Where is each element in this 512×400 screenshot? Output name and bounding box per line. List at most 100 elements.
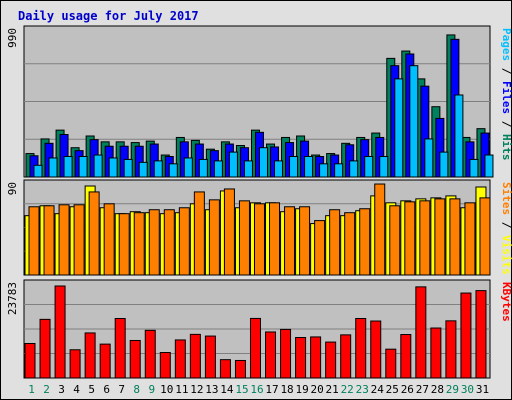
day-label-29: 29 [446,383,459,396]
bar-kbytes-day-15 [234,359,246,379]
legend-visits_sites: Sites / Visits [500,182,512,275]
day-label-24: 24 [371,383,385,396]
bar-sites-day-20 [314,220,326,276]
bar-kbytes-day-18 [280,328,292,379]
day-label-26: 26 [401,383,414,396]
bar-sites-day-18 [284,206,296,276]
day-label-27: 27 [416,383,429,396]
day-label-21: 21 [326,383,339,396]
day-label-14: 14 [220,383,234,396]
bar-kbytes-day-23 [355,318,367,379]
legend-hits: Hits [500,134,512,161]
bar-sites-day-19 [299,206,311,276]
bar-sites-day-11 [178,207,190,276]
day-label-15: 15 [235,383,248,396]
bar-kbytes-day-3 [54,285,66,379]
day-label-25: 25 [386,383,399,396]
legend-text-hits_files_pages: Pages / Files / Hits [500,28,512,161]
bar-pages-day-4 [78,155,88,178]
bar-sites-day-6 [103,203,115,276]
bar-pages-day-6 [108,157,118,178]
legend-files: Files [500,81,512,114]
bar-pages-day-2 [48,157,58,178]
bar-sites-day-10 [163,209,175,276]
day-label-2: 2 [43,383,50,396]
bar-kbytes-day-21 [325,341,337,379]
day-label-20: 20 [311,383,324,396]
bar-pages-day-3 [63,155,73,178]
day-label-16: 16 [250,383,263,396]
bar-kbytes-day-10 [159,352,171,379]
bar-sites-day-17 [269,202,281,276]
bar-kbytes-day-27 [415,286,427,379]
bar-kbytes-day-13 [204,335,216,379]
bar-sites-day-3 [58,204,70,276]
bar-sites-day-1 [28,206,40,276]
bar-sites-day-26 [404,201,416,276]
bar-pages-day-9 [153,160,163,178]
bar-kbytes-day-12 [189,333,201,379]
legend-text-visits_sites: Sites / Visits [500,182,512,275]
bar-pages-day-22 [349,160,359,178]
bar-pages-day-7 [123,158,133,178]
bar-sites-day-29 [449,198,461,276]
day-label-1: 1 [28,383,35,396]
bar-pages-day-20 [319,163,329,178]
bar-kbytes-day-30 [460,292,472,379]
legend-hits_files_pages: Pages / Files / Hits [500,28,512,161]
bar-sites-day-22 [344,212,356,276]
bar-pages-day-14 [228,151,238,178]
bar-kbytes-day-31 [475,290,487,379]
bar-pages-day-21 [334,163,344,178]
ymax-label-kbytes: 23783 [6,282,19,315]
day-label-5: 5 [88,383,95,396]
bar-pages-day-25 [394,78,404,178]
bar-pages-day-15 [243,160,253,178]
bar-kbytes-day-11 [174,339,186,379]
ymax-label-visits_sites: 90 [6,182,19,195]
bar-pages-day-29 [454,94,464,178]
bar-pages-day-30 [469,158,479,178]
bar-pages-day-24 [379,155,389,178]
day-label-23: 23 [356,383,369,396]
day-label-30: 30 [461,383,474,396]
legend-kbytes: KBytes [500,282,512,322]
day-label-9: 9 [148,383,155,396]
bar-kbytes-day-25 [385,348,397,379]
day-label-6: 6 [103,383,110,396]
bar-sites-day-13 [208,199,220,276]
bar-kbytes-day-2 [39,318,51,379]
ymax-label-hits_files_pages: 990 [6,28,19,48]
bar-kbytes-day-19 [295,336,307,379]
day-label-28: 28 [431,383,444,396]
bar-pages-day-5 [93,154,103,178]
bar-sites-day-8 [133,212,145,276]
bar-sites-day-9 [148,209,160,276]
bar-sites-day-24 [374,183,386,276]
bar-sites-day-2 [43,205,55,276]
chart-title: Daily usage for July 2017 [18,9,199,23]
bar-pages-day-31 [484,154,494,178]
day-label-31: 31 [476,383,489,396]
bar-sites-day-30 [464,202,476,276]
bar-pages-day-28 [439,151,449,178]
bar-kbytes-day-4 [69,349,81,379]
bar-sites-day-15 [238,200,250,276]
bar-sites-day-27 [419,200,431,276]
day-label-18: 18 [280,383,293,396]
bar-kbytes-day-16 [249,317,261,379]
bar-kbytes-day-22 [340,334,352,379]
bar-kbytes-day-14 [219,359,231,379]
legend-kbytes: KBytes [500,282,512,322]
day-label-10: 10 [160,383,173,396]
day-label-19: 19 [295,383,308,396]
legend-sites: Sites [500,182,512,215]
bar-kbytes-day-7 [114,318,126,379]
bar-kbytes-day-20 [310,336,322,379]
bar-kbytes-day-26 [400,334,412,379]
bar-sites-day-14 [223,188,235,276]
day-label-4: 4 [73,383,80,396]
day-label-22: 22 [341,383,354,396]
bar-kbytes-day-28 [430,327,442,379]
